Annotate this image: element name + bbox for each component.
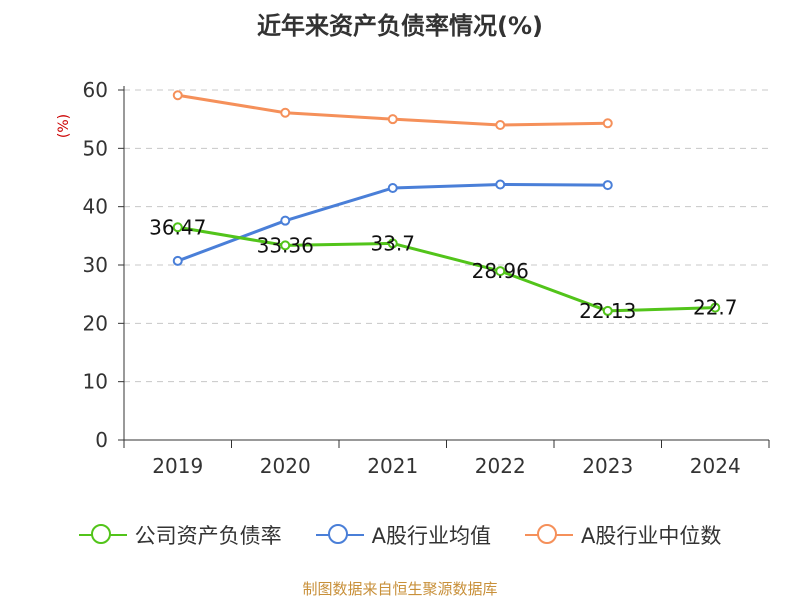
data-point — [602, 305, 613, 316]
x-tick-label: 2024 — [690, 454, 741, 478]
legend-label: A股行业中位数 — [581, 524, 722, 548]
x-tick-label: 2021 — [367, 454, 418, 478]
data-point — [280, 240, 291, 251]
legend-label: 公司资产负债率 — [134, 524, 282, 548]
chart-title: 近年来资产负债率情况(%) — [257, 12, 543, 40]
y-tick-label: 40 — [83, 195, 108, 219]
data-label: 33.36 — [257, 233, 314, 257]
data-point — [280, 107, 291, 118]
x-tick-label: 2022 — [475, 454, 526, 478]
legend-swatch — [78, 524, 127, 546]
data-point — [387, 238, 398, 249]
data-point — [710, 302, 721, 313]
y-tick-label: 60 — [83, 78, 108, 102]
x-tick-label: 2023 — [582, 454, 633, 478]
legend-swatch — [525, 524, 573, 546]
data-label: 22.7 — [693, 296, 738, 320]
y-axis-unit: (%) — [56, 114, 72, 138]
data-label: 28.96 — [472, 259, 529, 283]
legend-item[interactable]: 公司资产负债率 — [78, 520, 282, 550]
legend-item[interactable]: A股行业均值 — [315, 520, 491, 550]
series-layer — [172, 90, 721, 316]
label-layer: 36.47 33.36 33.7 28.96 22.13 22.7 — [149, 215, 737, 323]
data-point — [602, 180, 613, 191]
data-point — [495, 266, 506, 277]
data-label: 36.47 — [149, 215, 206, 239]
legend-label: A股行业均值 — [371, 524, 491, 548]
legend-item[interactable]: A股行业中位数 — [525, 520, 721, 550]
legend: 公司资产负债率 A股行业均值 A股行业中位数 — [0, 520, 800, 550]
y-tick-label: 50 — [83, 136, 108, 160]
y-tick-label: 10 — [83, 370, 108, 394]
data-point — [602, 118, 613, 129]
y-tick-label: 0 — [95, 428, 108, 452]
grid-layer — [124, 89, 769, 383]
legend-swatch — [315, 524, 364, 546]
series-line — [177, 225, 716, 313]
data-point — [387, 114, 398, 125]
y-tick-label: 20 — [83, 311, 108, 335]
source-note: 制图数据来自恒生聚源数据库 — [302, 580, 498, 598]
data-label: 22.13 — [579, 299, 636, 323]
data-point — [172, 255, 183, 266]
data-point — [387, 183, 398, 193]
data-label: 33.7 — [370, 231, 415, 255]
data-point — [172, 222, 183, 233]
data-point — [495, 120, 506, 130]
axis-layer: 0 10 20 30 40 50 60 2019 2020 2021 2022 2023 2024 — [83, 78, 770, 478]
data-point — [172, 90, 183, 101]
x-tick-label: 2019 — [152, 454, 203, 478]
data-point — [495, 179, 506, 190]
x-tick-label: 2020 — [260, 454, 311, 478]
y-tick-label: 30 — [83, 253, 108, 277]
data-point — [280, 215, 291, 226]
